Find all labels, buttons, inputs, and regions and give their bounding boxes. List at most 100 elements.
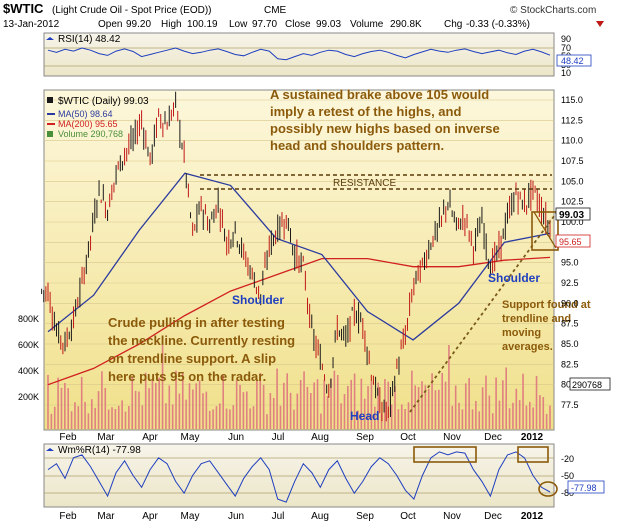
right-shoulder-label: Shoulder (488, 271, 540, 285)
head-label: Head (350, 409, 379, 423)
symbol: $WTIC (3, 1, 44, 16)
ma200-legend-label: MA(200) 95.65 (58, 119, 118, 129)
bottom-note-line-4: here puts 95 on the radar. (108, 369, 266, 384)
willr-indicator-icon (46, 448, 54, 451)
bottom-note-line-3: on trendline support. A slip (108, 351, 276, 366)
bottom-note-line-2: the neckline. Currently resting (108, 333, 295, 348)
x-axis-label: Aug (311, 511, 329, 522)
willr-label: Wm%R(14) -77.98 (58, 445, 141, 456)
x-axis-label: Feb (59, 432, 77, 443)
volume-tick-600k: 600K (18, 340, 39, 350)
price-tick-label: 105.0 (561, 176, 584, 186)
top-note-line-3: possibly new highs based on inverse (270, 121, 500, 136)
close-value: 99.03 (316, 19, 341, 30)
support-box (531, 211, 559, 251)
willr-oversold-circle (538, 481, 558, 497)
price-panel-title: $WTIC (Daily) 99.03 (58, 96, 149, 107)
bottom-note-line-1: Crude pulling in after testing (108, 315, 285, 330)
williams-r-panel: Wm%R(14) -77.98 -20 -50 -80 -77.98 (43, 443, 605, 508)
top-note-line-2: imply a retest of the highs, and (270, 104, 461, 119)
symbol-description: (Light Crude Oil - Spot Price (EOD)) (52, 5, 212, 16)
support-note-line-1: Support found at (502, 299, 591, 311)
price-tick-label: 87.5 (561, 319, 579, 329)
volume-legend-label: Volume 290,768 (58, 129, 123, 139)
resistance-label: RESISTANCE (333, 178, 396, 189)
price-axis-ticks: 115.0112.5110.0107.5105.0102.5100.097.59… (561, 95, 584, 410)
x-axis-label: Oct (400, 432, 416, 443)
support-note-line-4: averages. (502, 341, 553, 353)
ma50-line (47, 172, 551, 341)
ma200-badge-value: 95.65 (559, 237, 582, 247)
willr-overbought-box-1 (413, 446, 477, 463)
rsi-tick-70: 70 (561, 43, 571, 53)
price-tick-label: 107.5 (561, 156, 584, 166)
x-axis-label: Jun (228, 432, 244, 443)
rsi-indicator-icon (46, 37, 54, 40)
x-axis-label: Mar (97, 511, 115, 522)
x-axis-label: Sep (356, 511, 374, 522)
x-axis-label: Mar (97, 432, 115, 443)
price-tick-label: 115.0 (561, 95, 583, 105)
willr-tick-80: -80 (561, 488, 574, 498)
chg-label: Chg (444, 19, 462, 30)
price-tick-label: 95.0 (561, 258, 579, 268)
x-axis-label: Aug (311, 432, 329, 443)
trendline-support (409, 207, 561, 413)
x-axis-label: Apr (142, 432, 158, 443)
x-axis-label: Dec (484, 432, 502, 443)
volume-tick-200k: 200K (18, 392, 39, 402)
open-label: Open (98, 19, 122, 30)
willr-current-value: -77.98 (571, 483, 597, 493)
price-tick-label: 100.0 (561, 217, 584, 227)
low-value: 97.70 (252, 19, 277, 30)
x-axis-label: Sep (356, 432, 374, 443)
chart-date: 13-Jan-2012 (3, 19, 60, 30)
price-x-axis-labels: Feb Mar Apr May Jun Jul Aug Sep Oct Nov Dec 2012 (59, 432, 543, 443)
price-tick-label: 92.5 (561, 278, 579, 288)
price-tick-label: 77.5 (561, 400, 579, 410)
rsi-panel-frame (43, 32, 555, 77)
ma200-badge (555, 234, 591, 248)
willr-tick-20: -20 (561, 454, 574, 464)
top-note-line-1: A sustained brake above 105 would (270, 87, 489, 102)
x-axis-label: Jul (272, 432, 285, 443)
x-axis-label: Apr (142, 511, 158, 522)
x-axis-label: Dec (484, 511, 502, 522)
rsi-value-badge (556, 54, 592, 67)
x-axis-label: Nov (443, 511, 461, 522)
last-price-badge (555, 207, 591, 221)
high-label: High (161, 19, 182, 30)
last-price-value: 99.03 (559, 210, 584, 221)
rsi-line (47, 47, 551, 61)
volume-legend-swatch (47, 131, 53, 137)
volume-badge (569, 377, 611, 391)
x-axis-label: Oct (400, 511, 416, 522)
willr-line (47, 451, 551, 503)
price-tick-label: 82.5 (561, 359, 579, 369)
x-axis-label: Jul (272, 511, 285, 522)
rsi-tick-90: 90 (561, 34, 571, 44)
willr-panel-frame (43, 443, 555, 508)
rsi-label: RSI(14) 48.42 (58, 34, 121, 45)
price-candles (41, 91, 551, 422)
price-tick-label: 110.0 (561, 136, 583, 146)
willr-tick-50: -50 (561, 471, 574, 481)
price-tick-label: 90.0 (561, 298, 579, 308)
volume-tick-800k: 800K (18, 314, 39, 324)
left-shoulder-label: Shoulder (232, 293, 284, 307)
copyright: © StockCharts.com (510, 5, 596, 16)
volume-tick-400k: 400K (18, 366, 39, 376)
close-label: Close (285, 19, 311, 30)
x-axis-label: Feb (59, 511, 77, 522)
x-axis-label: 2012 (521, 511, 544, 522)
top-note-line-4: head and shoulders pattern. (270, 138, 444, 153)
x-axis-label: May (181, 511, 200, 522)
x-axis-label: 2012 (521, 432, 544, 443)
price-panel: $WTIC (Daily) 99.03 MA(50) 98.64 MA(200)… (18, 87, 611, 431)
volume-badge-value: 290768 (572, 380, 602, 390)
willr-value-badge (567, 480, 605, 494)
price-tick-label: 85.0 (561, 339, 579, 349)
price-tick-label: 102.5 (561, 197, 584, 207)
price-tick-label: 112.5 (561, 115, 583, 125)
